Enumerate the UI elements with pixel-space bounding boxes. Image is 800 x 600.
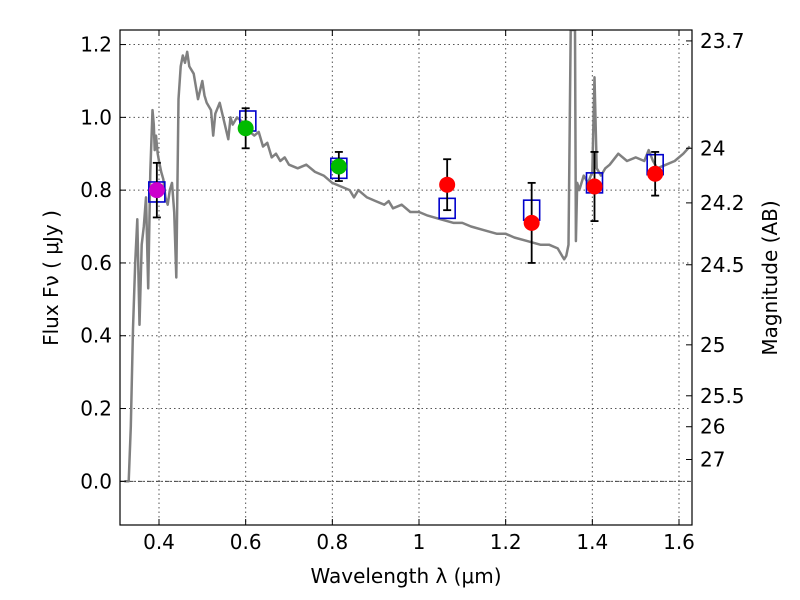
y-tick-label: 1.2 (80, 33, 112, 57)
x-tick-label: 1.2 (490, 530, 522, 554)
y2-tick-label: 24 (700, 136, 725, 160)
data-layer (124, 30, 691, 483)
y-tick-label: 0.2 (80, 397, 112, 421)
x-tick-label: 0.4 (143, 530, 175, 554)
x-tick-label: 1.6 (663, 530, 695, 554)
observed-point (330, 158, 347, 175)
y2-tick-label: 26 (700, 415, 725, 439)
observed-point (586, 178, 603, 195)
observed-point (237, 120, 254, 137)
observed-point (523, 214, 540, 231)
plot-area (120, 30, 692, 525)
y2-tick-label: 23.7 (700, 29, 745, 53)
plot-frame (119, 29, 693, 526)
y2-tick-label: 27 (700, 447, 725, 471)
y2-tick-label: 25.5 (700, 384, 745, 408)
y-tick-label: 0.0 (80, 469, 112, 493)
y2-tick-label: 24.5 (700, 253, 745, 277)
y-tick-label: 0.4 (80, 324, 112, 348)
ticks: 0.4 0.6 0.8 1 1.2 1.4 1.6 0.0 0.2 0.4 0.6 0.8 1.0 1.2… (80, 29, 744, 554)
x-tick-label: 0.6 (230, 530, 262, 554)
x-axis-label: Wavelength λ (μm) (310, 564, 501, 588)
y-tick-label: 1.0 (80, 105, 112, 129)
observed-point (148, 182, 165, 199)
y2-tick-label: 25 (700, 333, 725, 357)
observed-point (647, 165, 664, 182)
y2-axis-label: Magnitude (AB) (758, 200, 782, 355)
x-tick-label: 1.4 (576, 530, 608, 554)
y-tick-label: 0.6 (80, 251, 112, 275)
y-tick-label: 0.8 (80, 178, 112, 202)
x-tick-label: 0.8 (316, 530, 348, 554)
observed-point (439, 176, 456, 193)
y2-tick-label: 24.2 (700, 191, 745, 215)
y-axis-label: Flux Fν ( μJy ) (39, 210, 63, 346)
x-tick-label: 1 (413, 530, 426, 554)
